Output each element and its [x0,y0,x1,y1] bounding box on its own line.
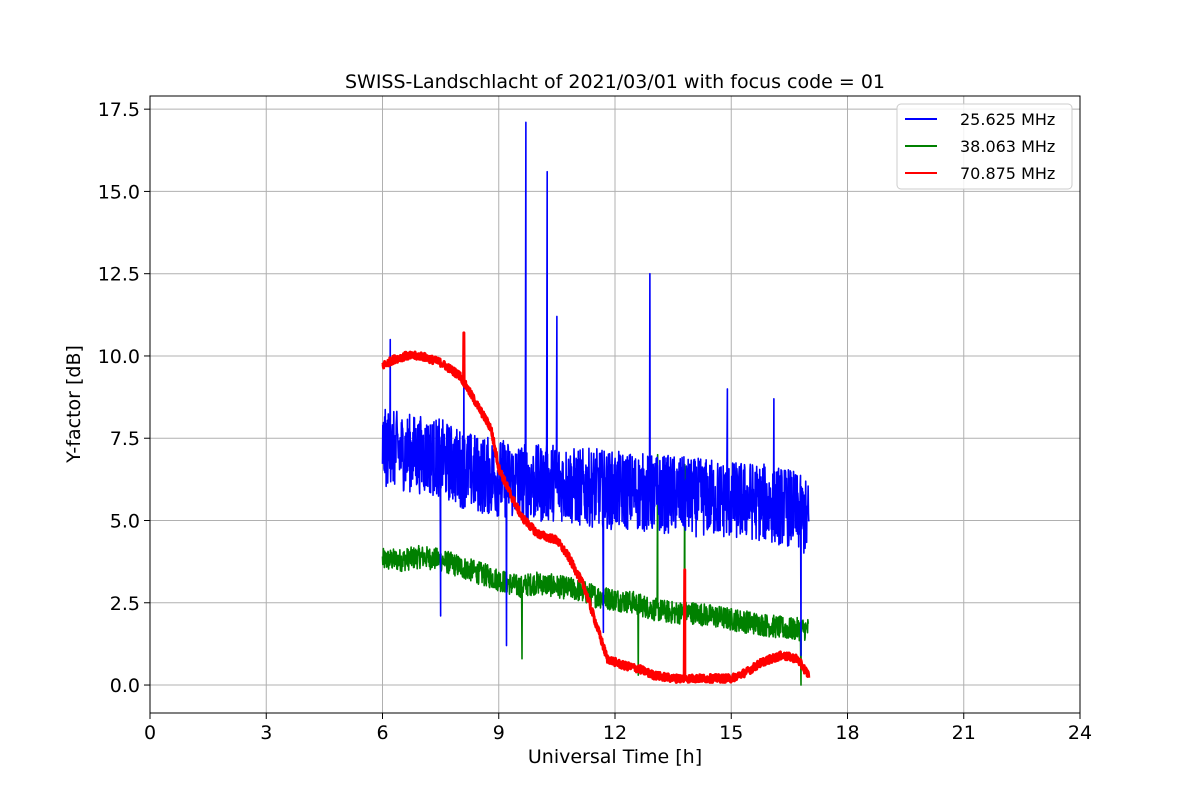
x-tick-label: 18 [835,722,859,744]
legend-label: 38.063 MHz [960,137,1055,156]
x-tick-label: 24 [1068,722,1092,744]
series-line-1 [381,453,810,686]
series-line-2 [381,331,811,684]
chart-title: SWISS-Landschlacht of 2021/03/01 with fo… [345,71,885,93]
x-tick-label: 15 [719,722,743,744]
y-tick-label: 12.5 [98,264,140,286]
y-tick-label: 5.0 [110,510,140,532]
series-line-0 [381,121,810,657]
y-tick-label: 7.5 [110,428,140,450]
y-tick-label: 2.5 [110,593,140,615]
y-tick-label: 10.0 [98,346,140,368]
x-tick-label: 12 [603,722,627,744]
legend-label: 25.625 MHz [960,110,1055,129]
x-axis-label: Universal Time [h] [528,746,702,768]
x-tick-label: 0 [144,722,156,744]
legend-box [896,103,1073,190]
y-tick-label: 17.5 [98,99,140,121]
x-tick-label: 3 [260,722,272,744]
x-tick-label: 9 [493,722,505,744]
ticks: 0 3 6 9 12 15 18 21 24 0.0 2.5 5.0 7.5 10.0 12.5 15.0 17… [98,99,1092,744]
y-tick-label: 15.0 [98,181,140,203]
legend-label: 70.875 MHz [960,164,1055,183]
x-tick-label: 21 [952,722,976,744]
x-tick-label: 6 [376,722,388,744]
y-tick-label: 0.0 [110,675,140,697]
legend: 25.625 MHz 38.063 MHz 70.875 MHz [896,103,1073,190]
series-layer [381,121,811,686]
y-axis-label: Y-factor [dB] [63,345,85,464]
